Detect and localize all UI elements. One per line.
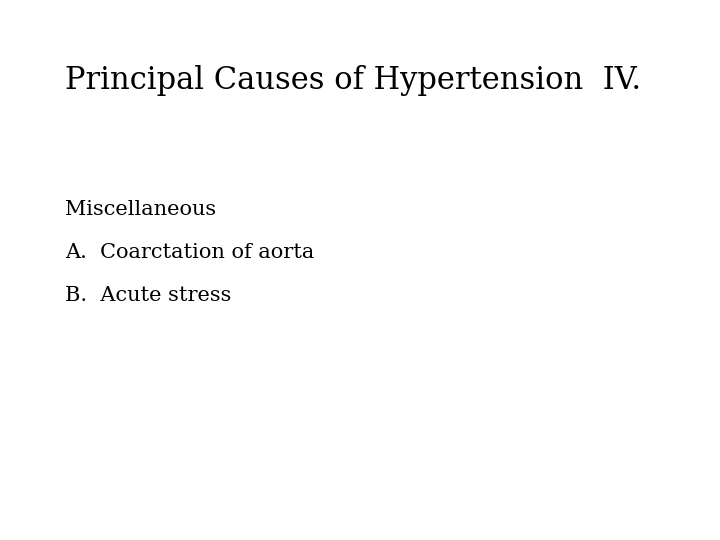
Text: A.  Coarctation of aorta: A. Coarctation of aorta xyxy=(65,243,314,262)
Text: Principal Causes of Hypertension  IV.: Principal Causes of Hypertension IV. xyxy=(65,65,641,96)
Text: B.  Acute stress: B. Acute stress xyxy=(65,286,231,305)
Text: Miscellaneous: Miscellaneous xyxy=(65,200,216,219)
